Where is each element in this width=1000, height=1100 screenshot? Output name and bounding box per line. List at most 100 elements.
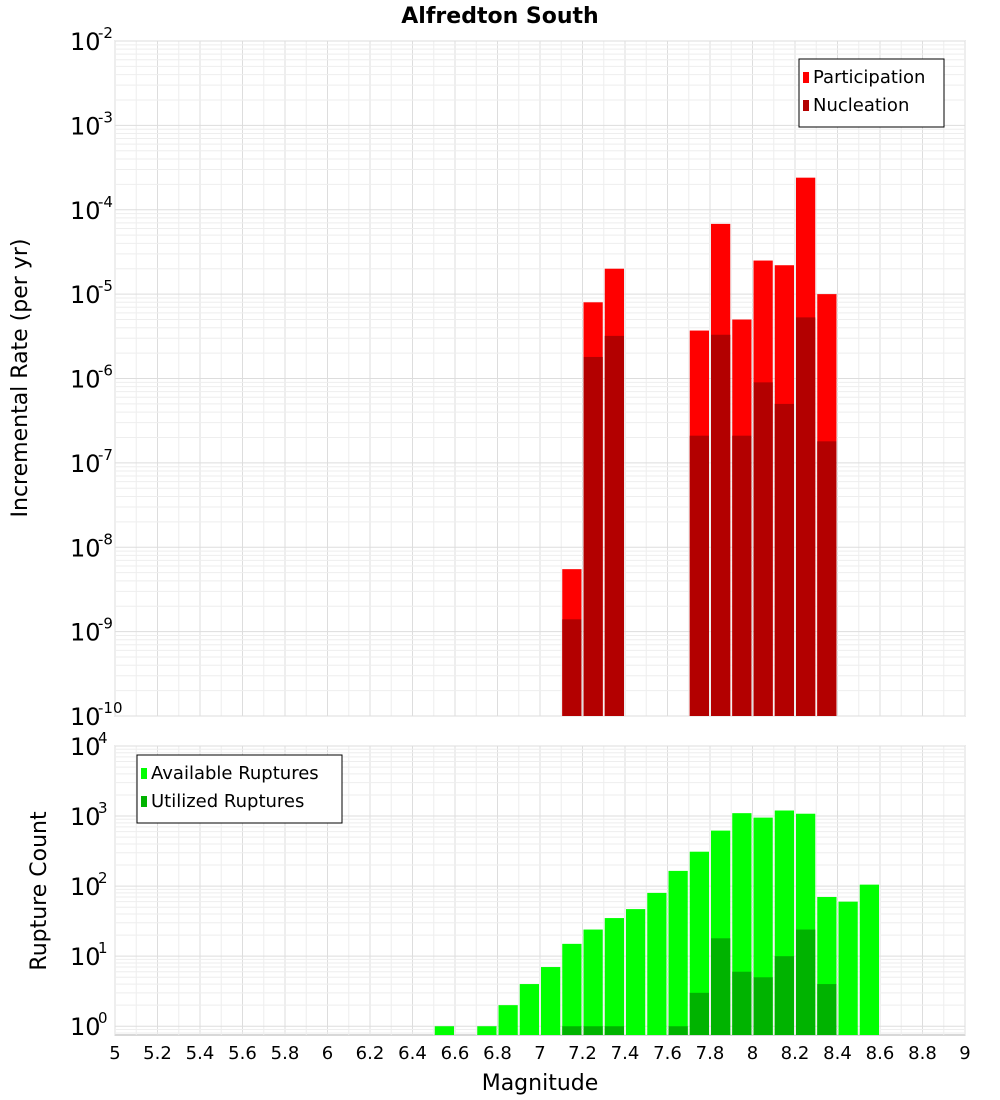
x-tick-label: 8.6 bbox=[866, 1043, 895, 1064]
rate-legend: Participation Nucleation bbox=[798, 58, 945, 128]
legend-swatch bbox=[141, 796, 147, 807]
bar-utilized-ruptures bbox=[753, 977, 773, 1035]
x-tick-label: 5 bbox=[109, 1043, 120, 1064]
legend-box bbox=[136, 754, 343, 824]
y-tick-label: 10 bbox=[70, 534, 101, 562]
rate-y-axis-label: Incremental Rate (per yr) bbox=[8, 239, 33, 518]
bar-utilized-ruptures bbox=[796, 929, 816, 1035]
legend-swatch bbox=[803, 100, 809, 111]
bar-available-ruptures bbox=[626, 909, 646, 1035]
x-tick-label: 5.2 bbox=[143, 1043, 172, 1064]
bar-nucleation bbox=[583, 356, 603, 716]
magnitude-x-ticks: 5 5.2 5.4 5.6 5.8 6 6.2 6.4 6.6 6.8 7 7.2 7.4 7.6 7.8 8… bbox=[109, 1043, 970, 1064]
bar-utilized-ruptures bbox=[583, 1026, 603, 1035]
y-tick-exponent: -4 bbox=[98, 193, 113, 211]
bar-available-ruptures bbox=[477, 1026, 497, 1035]
y-tick-exponent: -3 bbox=[98, 108, 113, 126]
y-tick-exponent: 4 bbox=[98, 729, 108, 747]
bar-utilized-ruptures bbox=[817, 984, 837, 1035]
y-tick-label: 10 bbox=[70, 619, 101, 647]
x-tick-label: 7.2 bbox=[568, 1043, 597, 1064]
x-tick-label: 8.8 bbox=[908, 1043, 937, 1064]
x-tick-label: 9 bbox=[959, 1043, 970, 1064]
count-legend: Available Ruptures Utilized Ruptures bbox=[136, 754, 343, 824]
bar-available-ruptures bbox=[434, 1026, 454, 1035]
bar-nucleation bbox=[732, 435, 752, 716]
bar-nucleation bbox=[796, 317, 816, 716]
bar-available-ruptures bbox=[668, 870, 688, 1035]
y-tick-label: 10 bbox=[70, 28, 101, 56]
bar-available-ruptures bbox=[859, 884, 879, 1035]
y-tick-label: 10 bbox=[70, 1013, 101, 1041]
y-tick-exponent: -7 bbox=[98, 446, 113, 464]
y-tick-exponent: -8 bbox=[98, 530, 113, 548]
bar-nucleation bbox=[604, 335, 624, 716]
count-bars bbox=[434, 810, 879, 1035]
y-tick-label: 10 bbox=[70, 943, 101, 971]
y-tick-exponent: 2 bbox=[98, 869, 108, 887]
x-tick-label: 6.2 bbox=[356, 1043, 385, 1064]
x-tick-label: 6.4 bbox=[398, 1043, 427, 1064]
bar-utilized-ruptures bbox=[774, 956, 794, 1035]
y-tick-exponent: 0 bbox=[98, 1009, 108, 1027]
x-axis-label: Magnitude bbox=[482, 1071, 599, 1096]
legend-swatch bbox=[803, 72, 809, 83]
x-tick-label: 8 bbox=[747, 1043, 758, 1064]
bar-nucleation bbox=[753, 382, 773, 716]
bar-available-ruptures bbox=[562, 943, 582, 1035]
bar-utilized-ruptures bbox=[689, 992, 709, 1035]
bar-available-ruptures bbox=[583, 929, 603, 1035]
rate-bars bbox=[562, 177, 837, 716]
bar-available-ruptures bbox=[519, 984, 539, 1035]
bar-nucleation bbox=[562, 619, 582, 716]
bar-utilized-ruptures bbox=[711, 938, 731, 1035]
y-tick-exponent: 3 bbox=[98, 799, 108, 817]
legend-label: Participation bbox=[813, 67, 925, 88]
bar-utilized-ruptures bbox=[668, 1026, 688, 1035]
x-tick-label: 5.8 bbox=[271, 1043, 300, 1064]
x-tick-label: 8.4 bbox=[823, 1043, 852, 1064]
bar-utilized-ruptures bbox=[732, 971, 752, 1035]
count-y-axis-label: Rupture Count bbox=[27, 811, 52, 971]
x-tick-label: 6.8 bbox=[483, 1043, 512, 1064]
y-tick-label: 10 bbox=[70, 450, 101, 478]
y-tick-label: 10 bbox=[70, 803, 101, 831]
x-tick-label: 7.4 bbox=[611, 1043, 640, 1064]
legend-box bbox=[798, 58, 945, 128]
bar-nucleation bbox=[817, 441, 837, 716]
bar-nucleation bbox=[689, 435, 709, 716]
x-tick-label: 6 bbox=[322, 1043, 333, 1064]
y-tick-label: 10 bbox=[70, 281, 101, 309]
x-tick-label: 5.6 bbox=[228, 1043, 257, 1064]
bar-available-ruptures bbox=[689, 851, 709, 1035]
chart-title: Alfredton South bbox=[401, 4, 598, 29]
y-tick-exponent: -5 bbox=[98, 277, 113, 295]
x-tick-label: 8.2 bbox=[781, 1043, 810, 1064]
bar-available-ruptures bbox=[498, 1005, 518, 1035]
bar-nucleation bbox=[774, 403, 794, 716]
y-tick-exponent: 1 bbox=[98, 939, 108, 957]
y-tick-label: 10 bbox=[70, 366, 101, 394]
bar-nucleation bbox=[711, 334, 731, 716]
bar-available-ruptures bbox=[604, 918, 624, 1035]
legend-swatch bbox=[141, 768, 147, 779]
y-tick-exponent: -9 bbox=[98, 615, 113, 633]
rate-y-ticks: 10-210-310-410-510-610-710-810-910-10 bbox=[70, 24, 123, 731]
y-tick-label: 10 bbox=[70, 703, 101, 731]
y-tick-exponent: -10 bbox=[98, 699, 123, 717]
y-tick-exponent: -2 bbox=[98, 24, 113, 42]
bar-available-ruptures bbox=[647, 892, 667, 1035]
legend-label: Nucleation bbox=[813, 95, 909, 116]
bar-available-ruptures bbox=[838, 901, 858, 1035]
x-tick-label: 7.8 bbox=[696, 1043, 725, 1064]
bar-utilized-ruptures bbox=[604, 1026, 624, 1035]
y-tick-label: 10 bbox=[70, 873, 101, 901]
rate-panel: 10-210-310-410-510-610-710-810-910-10 Pa… bbox=[8, 24, 966, 731]
y-tick-label: 10 bbox=[70, 112, 101, 140]
y-tick-label: 10 bbox=[70, 733, 101, 761]
x-tick-label: 6.6 bbox=[441, 1043, 470, 1064]
bar-utilized-ruptures bbox=[562, 1026, 582, 1035]
